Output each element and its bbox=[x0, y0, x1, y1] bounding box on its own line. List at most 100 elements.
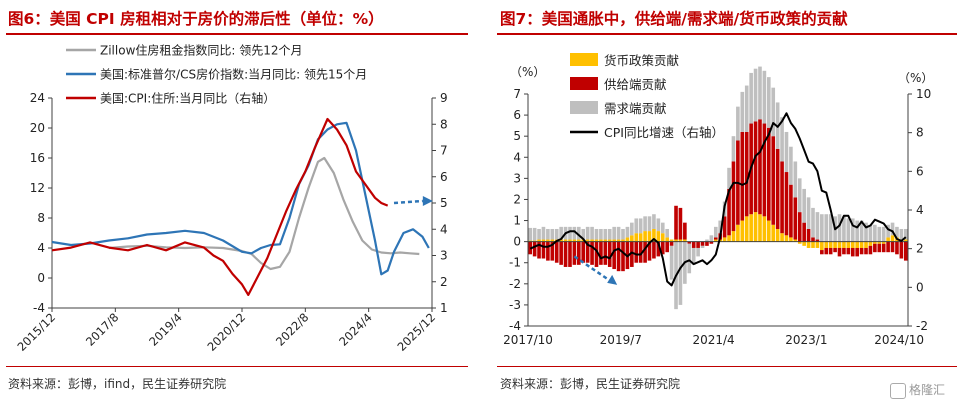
bar-segment-s1 bbox=[532, 240, 537, 242]
bar-segment-s2 bbox=[753, 121, 758, 213]
bar-segment-s3 bbox=[797, 178, 802, 213]
legend-label-1: 货币政策贡献 bbox=[604, 53, 679, 68]
bar-segment-s2 bbox=[678, 207, 683, 240]
watermark-logo-icon bbox=[890, 382, 906, 399]
bar-segment-s1 bbox=[775, 228, 780, 242]
x-tick-label: 2019/7 bbox=[600, 333, 642, 347]
bar-segment-s3 bbox=[696, 247, 700, 257]
bar-segment-s3 bbox=[546, 228, 550, 240]
bar-segment-s3 bbox=[842, 216, 846, 242]
y-tick-label-right: 4 bbox=[440, 222, 448, 236]
x-tick-label: 2022/8 bbox=[273, 310, 312, 349]
bar-segment-s3 bbox=[744, 85, 749, 132]
legend-swatch-1 bbox=[570, 53, 598, 66]
bar-segment-s1 bbox=[643, 231, 647, 242]
bar-segment-s2 bbox=[789, 184, 793, 238]
bar-segment-s3 bbox=[594, 228, 599, 240]
y-tick-label-right: 10 bbox=[916, 87, 931, 101]
bar-segment-s1 bbox=[753, 212, 758, 242]
bar-segment-s3 bbox=[740, 91, 745, 132]
bar-segment-s1 bbox=[546, 239, 550, 242]
bar-segment-s1 bbox=[603, 239, 608, 242]
bar-segment-s1 bbox=[864, 241, 868, 248]
bar-segment-s2 bbox=[687, 241, 692, 244]
bar-segment-s1 bbox=[647, 231, 652, 242]
bar-segment-s3 bbox=[731, 136, 736, 162]
bar-segment-s3 bbox=[621, 228, 625, 240]
left-title-divider bbox=[6, 33, 468, 35]
bar-segment-s2 bbox=[541, 241, 546, 259]
bar-segment-s3 bbox=[837, 214, 842, 242]
y-tick-label-right: 5 bbox=[440, 196, 448, 210]
y-tick-label-right: 6 bbox=[916, 164, 924, 178]
bar-segment-s1 bbox=[868, 241, 873, 246]
bar-segment-s3 bbox=[660, 222, 665, 234]
bar-segment-s2 bbox=[806, 228, 811, 242]
bar-segment-s2 bbox=[833, 247, 837, 253]
bar-segment-s2 bbox=[594, 241, 599, 267]
bar-segment-s1 bbox=[722, 237, 727, 242]
bar-segment-s3 bbox=[616, 226, 621, 240]
bar-segment-s1 bbox=[815, 241, 820, 248]
bar-segment-s3 bbox=[713, 226, 718, 238]
bar-segment-s1 bbox=[855, 241, 859, 248]
bar-segment-s2 bbox=[546, 241, 550, 261]
bar-segment-s2 bbox=[590, 241, 594, 265]
bar-segment-s3 bbox=[585, 226, 590, 240]
bar-segment-s1 bbox=[674, 239, 678, 242]
x-tick-label: 2024/4 bbox=[336, 310, 375, 349]
bar-segment-s2 bbox=[890, 241, 895, 253]
bar-segment-s2 bbox=[815, 239, 820, 242]
bar-segment-s2 bbox=[903, 241, 908, 261]
bar-segment-s1 bbox=[563, 239, 568, 242]
bar-segment-s2 bbox=[709, 241, 714, 244]
bar-segment-s2 bbox=[568, 241, 572, 267]
bar-segment-s2 bbox=[850, 247, 855, 257]
y-tick-label-left: 6 bbox=[513, 108, 521, 122]
bar-segment-s3 bbox=[630, 222, 634, 236]
bar-segment-s1 bbox=[740, 220, 745, 242]
bar-segment-s1 bbox=[630, 235, 634, 242]
bar-segment-s2 bbox=[532, 241, 537, 257]
bar-segment-s2 bbox=[758, 119, 762, 215]
bar-segment-s3 bbox=[568, 226, 572, 240]
bar-segment-s3 bbox=[581, 228, 586, 240]
bar-segment-s2 bbox=[696, 241, 700, 248]
bar-segment-s2 bbox=[771, 136, 776, 225]
bar-segment-s1 bbox=[828, 241, 833, 248]
bar-segment-s3 bbox=[890, 222, 895, 236]
trend-arrow-line bbox=[573, 255, 611, 282]
bar-segment-s1 bbox=[837, 241, 842, 248]
bar-segment-s1 bbox=[802, 241, 806, 246]
bar-segment-s3 bbox=[665, 228, 669, 238]
bar-segment-s1 bbox=[833, 241, 837, 248]
bar-segment-s3 bbox=[780, 117, 784, 162]
y-tick-label-right: 7 bbox=[440, 144, 448, 158]
bar-segment-s1 bbox=[749, 214, 753, 242]
bar-segment-s1 bbox=[727, 235, 731, 242]
bar-segment-s1 bbox=[559, 239, 563, 242]
legend-label-3: 美国:CPI:住所:当月同比（右轴） bbox=[100, 91, 275, 106]
bar-segment-s1 bbox=[683, 239, 687, 242]
bar-segment-s2 bbox=[683, 222, 687, 240]
bar-segment-s1 bbox=[634, 233, 639, 242]
bar-segment-s3 bbox=[815, 212, 820, 240]
y-tick-label-left: 3 bbox=[513, 171, 521, 185]
bar-segment-s2 bbox=[621, 241, 625, 272]
series-line-2 bbox=[51, 121, 430, 276]
legend-swatch-2 bbox=[570, 77, 598, 90]
bar-segment-s3 bbox=[868, 224, 873, 242]
left-source-note: 资料来源：彭博，ifind，民生证券研究院 bbox=[8, 377, 227, 391]
series-line-3 bbox=[51, 117, 389, 296]
bar-segment-s2 bbox=[607, 241, 612, 267]
bar-segment-s1 bbox=[789, 237, 793, 242]
x-tick-label: 2021/4 bbox=[692, 333, 734, 347]
bar-segment-s3 bbox=[599, 228, 603, 240]
inflation-contribution-bar-chart: （%） （%） -4 -3 -2 -1 0 1 2 3 4 5 6 7 -2 0 2 4 6 8 10 2017/10 20… bbox=[503, 53, 933, 347]
bar-segment-s2 bbox=[802, 222, 806, 242]
bar-segment-s3 bbox=[678, 241, 683, 305]
x-tick-label: 2023/1 bbox=[785, 333, 827, 347]
bar-segment-s3 bbox=[643, 216, 647, 232]
y-tick-label-right: 1 bbox=[440, 301, 448, 315]
